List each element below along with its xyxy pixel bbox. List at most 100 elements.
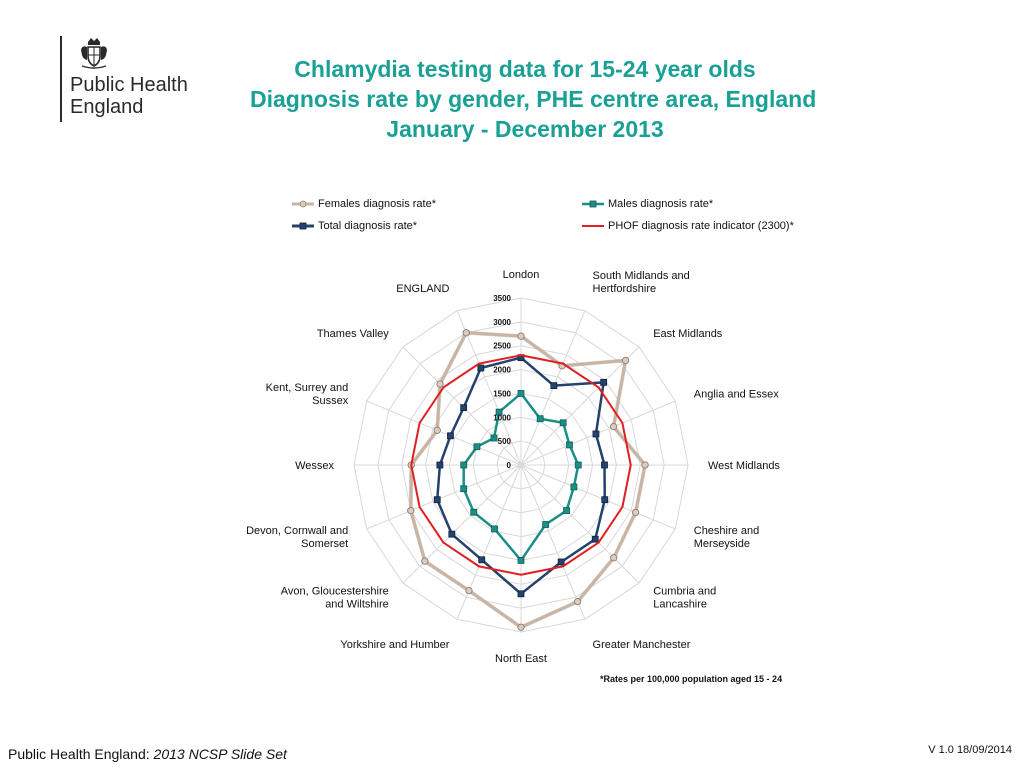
point-males-12: [460, 461, 468, 469]
point-females-0: [517, 332, 525, 340]
point-total-14: [460, 404, 468, 412]
point-males-10: [470, 508, 478, 516]
point-total-11: [433, 496, 441, 504]
legend-item-males: Males diagnosis rate*: [580, 198, 713, 210]
category-label-1-line-0: South Midlands and: [593, 270, 690, 282]
logo-divider: [60, 36, 62, 122]
category-label-6-line-0: Cumbria and: [653, 586, 716, 598]
tick-label-0: 0: [507, 461, 512, 470]
grid-spoke-7: [520, 464, 586, 620]
category-label-11-line-0: Devon, Cornwall and: [246, 525, 348, 537]
grid-spoke-13: [366, 400, 522, 466]
legend-swatch-males: [582, 200, 604, 208]
page-title: Chlamydia testing data for 15-24 year ol…: [250, 54, 817, 144]
category-label-1: South Midlands and Hertfordshire: [593, 270, 690, 295]
legend-label-total: Total diagnosis rate*: [318, 220, 418, 232]
point-females-5: [631, 508, 640, 517]
category-label-7: Greater Manchester: [593, 639, 691, 651]
category-label-3-line-0: Anglia and Essex: [694, 388, 779, 400]
category-label-4: West Midlands: [708, 460, 780, 472]
category-label-3: Anglia and Essex: [694, 388, 779, 400]
point-males-13: [473, 443, 481, 451]
category-label-9: Yorkshire and Humber: [340, 639, 449, 651]
point-total-5: [601, 496, 609, 504]
point-females-2: [621, 356, 630, 365]
point-males-1: [536, 415, 544, 423]
point-males-3: [566, 441, 573, 449]
category-label-8: North East: [495, 653, 547, 665]
category-label-6: Cumbria and Lancashire: [653, 586, 716, 611]
point-total-1: [550, 382, 558, 390]
point-total-10: [448, 530, 456, 538]
chart-legend: Females diagnosis rate* Males diagnosis …: [290, 198, 830, 242]
tick-label-7: 3500: [493, 294, 511, 303]
category-label-5-line-1: Merseyside: [694, 538, 750, 550]
phe-logo: Public Health England: [60, 36, 220, 126]
point-total-4: [601, 461, 608, 469]
category-label-8-line-0: North East: [495, 653, 547, 665]
point-females-11: [407, 506, 415, 515]
category-label-11: Devon, Cornwall and Somerset: [246, 525, 348, 550]
grid-spoke-15: [456, 310, 522, 466]
point-total-6: [591, 535, 599, 543]
category-label-2: East Midlands: [653, 328, 723, 340]
legend-label-males: Males diagnosis rate*: [608, 198, 714, 210]
org-name: Public Health England: [70, 74, 188, 118]
category-label-4-line-0: West Midlands: [708, 460, 780, 472]
tick-label-5: 2500: [493, 342, 511, 351]
point-females-4: [641, 461, 649, 469]
point-total-13: [447, 432, 454, 440]
series-line-phof: [410, 354, 632, 576]
category-label-13: Kent, Surrey and Sussex: [266, 382, 349, 407]
category-label-0: London: [503, 269, 540, 281]
grid-spoke-5: [520, 464, 676, 530]
tick-label-4: 2000: [493, 366, 511, 375]
point-males-4: [574, 461, 582, 469]
point-females-8: [517, 623, 525, 631]
category-label-12-line-0: Wessex: [295, 460, 334, 472]
point-females-7: [573, 598, 582, 606]
point-males-5: [570, 483, 578, 491]
tick-label-6: 3000: [493, 318, 511, 327]
grid-spoke-2: [520, 346, 640, 466]
point-males-7: [542, 521, 550, 528]
title-line-3: January - December 2013: [386, 116, 664, 142]
point-males-9: [491, 525, 498, 533]
point-total-9: [478, 556, 486, 564]
category-label-15-line-0: ENGLAND: [396, 283, 449, 295]
point-total-2: [600, 378, 608, 386]
category-label-14-line-0: Thames Valley: [317, 328, 389, 340]
footer-source: Public Health England: 2013 NCSP Slide S…: [8, 746, 287, 762]
point-males-6: [563, 507, 570, 514]
grid-spoke-11: [366, 464, 522, 530]
grid-spoke-6: [520, 464, 640, 584]
category-label-2-line-0: East Midlands: [653, 328, 723, 340]
tick-label-3: 1500: [493, 389, 511, 398]
footer-slide-set: 2013 NCSP Slide Set: [153, 746, 287, 762]
category-label-0-line-0: London: [503, 269, 540, 281]
title-line-1: Chlamydia testing data for 15-24 year ol…: [294, 56, 756, 82]
point-total-12: [436, 461, 444, 469]
point-females-3: [609, 423, 618, 431]
org-name-line1: Public Health: [70, 74, 188, 96]
point-total-15: [477, 364, 485, 372]
footer-prefix: Public Health England:: [8, 746, 154, 762]
category-label-1-line-1: Hertfordshire: [593, 283, 657, 295]
point-females-13: [433, 426, 441, 434]
title-line-2: Diagnosis rate by gender, PHE centre are…: [250, 86, 817, 112]
royal-crest-icon: [81, 38, 107, 69]
category-label-13-line-1: Sussex: [312, 395, 349, 407]
point-males-2: [559, 419, 567, 427]
category-label-11-line-1: Somerset: [301, 538, 348, 550]
point-total-8: [517, 590, 525, 598]
footer-version: V 1.0 18/09/2014: [928, 744, 1012, 756]
point-males-15: [495, 408, 503, 416]
category-label-9-line-0: Yorkshire and Humber: [340, 639, 449, 651]
point-males-14: [490, 434, 498, 442]
category-label-5: Cheshire and Merseyside: [694, 525, 759, 550]
point-males-11: [460, 485, 468, 493]
legend-swatch-total: [292, 222, 314, 230]
point-females-15: [462, 329, 470, 337]
rates-footnote: *Rates per 100,000 population aged 15 - …: [600, 674, 783, 684]
